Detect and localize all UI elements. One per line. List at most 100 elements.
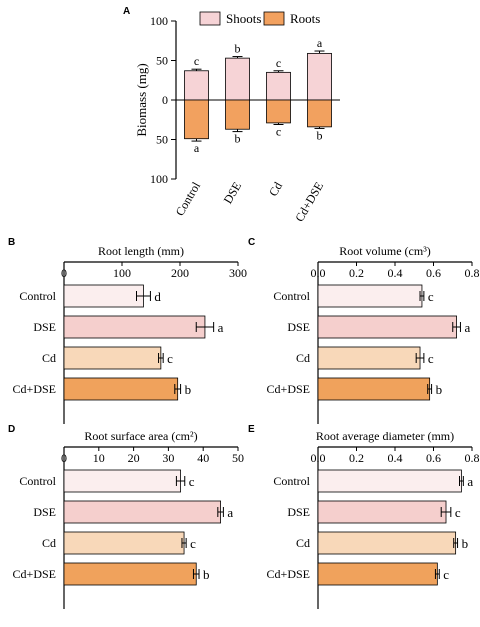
significance-letter: c: [443, 567, 449, 582]
panel-e-y-tick-label-cd: Cd: [296, 536, 310, 550]
significance-letter: a: [218, 320, 224, 335]
panel-b-y-tick-label-control: Control: [19, 289, 56, 303]
bar-shoots-cd-dse: [307, 52, 332, 101]
panel-c-bar-dse: [317, 315, 458, 339]
significance-letter: c: [428, 351, 434, 366]
panel-label-d: D: [8, 424, 15, 435]
panel-b-y-tick-label-cd: Cd: [42, 351, 56, 365]
panel-label-a: A: [123, 6, 130, 17]
bar-shoots-control: [184, 70, 209, 101]
panel-a-y-tick-label: 50: [156, 54, 168, 68]
significance-letter: c: [276, 56, 281, 70]
bar-roots-dse: [225, 99, 250, 130]
panel-b-x-tick-label: 100: [113, 266, 131, 280]
significance-letter: c: [276, 124, 281, 138]
panel-c-x-axis-label: Root volume (cm³): [339, 244, 431, 258]
panel-a-y-tick-label: 100: [150, 14, 168, 28]
panel-b-x-axis-label: Root length (mm): [98, 244, 184, 258]
panel-d-x-tick-label: 40: [197, 451, 209, 465]
bar-shoots-dse: [225, 57, 250, 101]
panel-c-bar-cd-dse: [317, 377, 431, 401]
panel-e-x-axis-label: Root average diameter (mm): [316, 429, 454, 443]
significance-letter: b: [235, 42, 241, 56]
panel-d-y-tick-label-dse: DSE: [33, 505, 56, 519]
panel-b-y-tick-label-cd-dse: Cd+DSE: [13, 382, 56, 396]
panel-e-y-tick-label-control: Control: [273, 474, 310, 488]
panel-c-y-tick-label-cd: Cd: [296, 351, 310, 365]
panel-e-x-tick-label: 0.2: [349, 451, 364, 465]
significance-letter: c: [194, 54, 199, 68]
bar-roots-control: [184, 99, 209, 140]
panel-c-x-tick-label: 0.8: [465, 266, 480, 280]
panel-d-x-tick-label: 20: [128, 451, 140, 465]
panel-b-x-tick-label: 300: [229, 266, 247, 280]
panel-e-x-tick-label: 0.4: [388, 451, 403, 465]
significance-letter: a: [464, 320, 470, 335]
panel-e-y-tick-label-dse: DSE: [287, 505, 310, 519]
significance-letter: a: [317, 36, 323, 50]
panel-c-x-tick-label: 0.6: [426, 266, 441, 280]
panel-c-bar-control: [317, 284, 423, 308]
significance-letter: b: [462, 536, 469, 551]
panel-b-y-tick-label-dse: DSE: [33, 320, 56, 334]
significance-letter: a: [194, 141, 200, 155]
panel-d-y-tick-label-cd-dse: Cd+DSE: [13, 567, 56, 581]
panel-e-x-tick-label: 0.8: [465, 451, 480, 465]
legend-swatch-roots: [263, 11, 285, 26]
bar-roots-cd-dse: [307, 99, 332, 128]
bar-shoots-cd: [266, 71, 291, 101]
panel-a-y-tick-label: 0: [162, 93, 168, 107]
panel-d-x-tick-label: 30: [162, 451, 174, 465]
panel-a-y-tick-label: 50: [156, 133, 168, 147]
panel-c-y-tick-label-cd-dse: Cd+DSE: [267, 382, 310, 396]
x-tick-label-cd-dse: Cd+DSE: [292, 180, 326, 225]
panel-c-x-tick-label: 0.2: [349, 266, 364, 280]
panel-e-bar-control: [317, 469, 462, 493]
panel-d-bar-cd-dse: [63, 562, 197, 586]
significance-letter: b: [436, 382, 443, 397]
panel-c-bar-cd: [317, 346, 421, 370]
panel-a-y-axis-label: Biomass (mg): [134, 63, 149, 136]
significance-letter: b: [317, 128, 323, 142]
x-tick-label-cd: Cd: [266, 180, 285, 199]
panel-d-bar-dse: [63, 500, 222, 524]
panel-label-e: E: [248, 424, 255, 435]
panel-d-y-tick-label-cd: Cd: [42, 536, 56, 550]
panel-label-c: C: [248, 237, 255, 248]
panel-c-x-tick-label: 0.4: [388, 266, 403, 280]
significance-letter: b: [235, 132, 241, 146]
significance-letter: c: [455, 505, 461, 520]
panel-d-bar-control: [63, 469, 181, 493]
panel-b-bar-dse: [63, 315, 206, 339]
legend-label-roots: Roots: [290, 11, 320, 26]
panel-d-x-tick-label: 50: [232, 451, 244, 465]
significance-letter: c: [167, 351, 173, 366]
significance-letter: b: [203, 567, 210, 582]
significance-letter: a: [227, 505, 233, 520]
significance-letter: c: [190, 536, 196, 551]
bar-roots-cd: [266, 99, 291, 124]
panel-b-bar-cd: [63, 346, 162, 370]
panel-d-bar-cd: [63, 531, 185, 555]
legend-label-shoots: Shoots: [226, 11, 261, 26]
panel-a-y-tick-label: 100: [150, 172, 168, 186]
panel-d-x-axis-label: Root surface area (cm²): [84, 429, 197, 443]
panel-e-x-tick-label: 0.6: [426, 451, 441, 465]
panel-e-y-tick-label-cd-dse: Cd+DSE: [267, 567, 310, 581]
panel-b-bar-control: [63, 284, 144, 308]
significance-letter: c: [428, 289, 434, 304]
panel-e-bar-dse: [317, 500, 447, 524]
significance-letter: a: [467, 474, 473, 489]
significance-letter: d: [154, 289, 161, 304]
significance-letter: c: [189, 474, 195, 489]
panel-label-b: B: [8, 237, 15, 248]
panel-c-y-tick-label-control: Control: [273, 289, 310, 303]
panel-d-x-tick-label: 10: [93, 451, 105, 465]
panel-e-bar-cd-dse: [317, 562, 438, 586]
panel-b-x-tick-label: 200: [171, 266, 189, 280]
panel-e-bar-cd: [317, 531, 457, 555]
panel-d-y-tick-label-control: Control: [19, 474, 56, 488]
significance-letter: b: [185, 382, 192, 397]
x-tick-label-control: Control: [173, 179, 204, 218]
